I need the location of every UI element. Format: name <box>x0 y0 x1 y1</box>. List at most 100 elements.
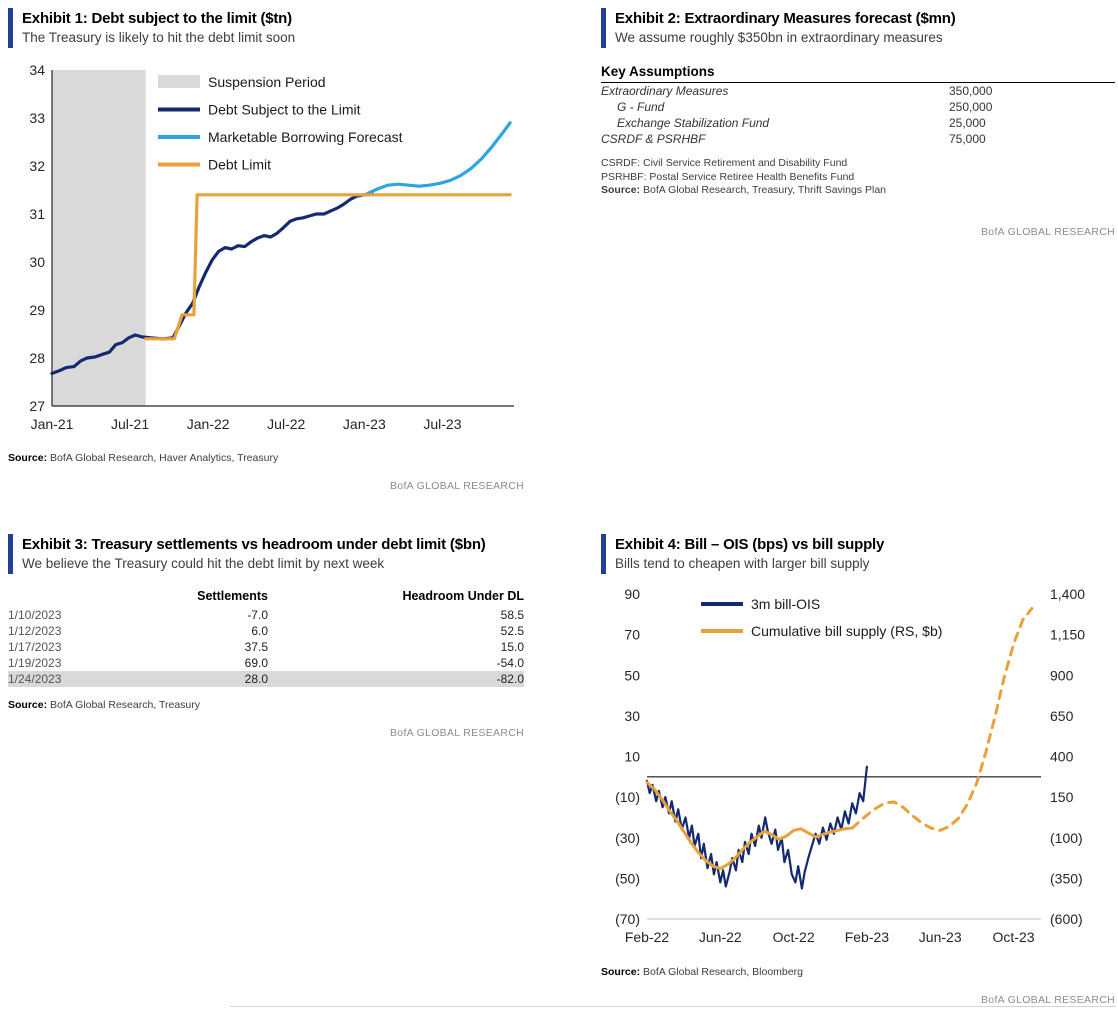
x-axis-tick-label: Feb-23 <box>845 929 890 945</box>
row-label: CSRDF & PSRHBF <box>601 132 706 146</box>
exhibit-2-subtitle: We assume roughly $350bn in extraordinar… <box>615 30 943 45</box>
exhibit-2-source: Source: BofA Global Research, Treasury, … <box>601 184 1115 198</box>
footnote: CSRDF: Civil Service Retirement and Disa… <box>601 157 848 169</box>
table-row: CSRDF & PSRHBF 75,000 <box>601 131 1115 147</box>
exhibit-4-title: Exhibit 4: Bill – OIS (bps) vs bill supp… <box>615 536 885 553</box>
row-value: 350,000 <box>949 84 993 98</box>
y-axis-tick-label: 10 <box>624 749 640 765</box>
exhibit-3-title: Exhibit 3: Treasury settlements vs headr… <box>22 536 486 553</box>
exhibit-1-title: Exhibit 1: Debt subject to the limit ($t… <box>22 10 292 27</box>
settlements-table: Settlements Headroom Under DL 1/10/2023 … <box>8 588 524 687</box>
exhibit-3-subtitle: We believe the Treasury could hit the de… <box>22 556 385 571</box>
row-value: 25,000 <box>949 116 986 130</box>
cell-settlements: 28.0 <box>244 672 268 686</box>
y-axis-right-tick-label: (600) <box>1050 911 1083 927</box>
y-axis-right-tick-label: 150 <box>1050 789 1074 805</box>
cell-settlements: -7.0 <box>247 608 268 622</box>
y-axis-right-tick-label: 1,400 <box>1050 586 1085 602</box>
suspension-period-band <box>52 70 146 406</box>
y-axis-tick-label: 30 <box>624 708 640 724</box>
x-axis-tick-label: Oct-23 <box>993 929 1035 945</box>
cell-settlements: 37.5 <box>244 640 268 654</box>
cell-headroom: -82.0 <box>496 672 524 686</box>
cell-settlements: 69.0 <box>244 656 268 670</box>
y-axis-tick-label: (10) <box>615 789 640 805</box>
x-axis-tick-label: Jan-21 <box>31 416 74 432</box>
x-axis-tick-label: Oct-22 <box>773 929 815 945</box>
series-marketable-borrowing-forecast <box>365 121 512 196</box>
x-axis-tick-label: Jun-23 <box>919 929 962 945</box>
source-label: Source: <box>601 184 641 196</box>
row-label: Extraordinary Measures <box>601 84 729 98</box>
legend-label: Debt Limit <box>208 157 271 173</box>
legend-item: Marketable Borrowing Forecast <box>158 129 403 145</box>
y-axis-right-tick-label: 1,150 <box>1050 627 1085 643</box>
exhibit-3-header: Exhibit 3: Treasury settlements vs headr… <box>8 534 524 574</box>
legend-label: Suspension Period <box>208 74 326 90</box>
source-label: Source: <box>8 699 48 711</box>
row-value: 75,000 <box>949 132 986 146</box>
exhibit-3: Exhibit 3: Treasury settlements vs headr… <box>8 534 524 739</box>
cell-date: 1/24/2023 <box>8 672 62 686</box>
x-axis-tick-label: Jul-22 <box>267 416 305 432</box>
series-cumulative-bill-supply-forecast <box>850 607 1034 832</box>
table-row: G - Fund 250,000 <box>601 99 1115 115</box>
legend-item: Debt Limit <box>158 157 271 173</box>
series-cumulative-bill-supply <box>645 781 854 871</box>
y-axis-tick-label: 50 <box>624 667 640 683</box>
col-settlements: Settlements <box>197 589 268 603</box>
source-label: Source: <box>8 452 48 464</box>
source-text: BofA Global Research, Treasury <box>50 699 201 711</box>
exhibit-1-subtitle: The Treasury is likely to hit the debt l… <box>22 30 296 45</box>
x-axis-tick-label: Jul-21 <box>111 416 149 432</box>
page-divider <box>230 1006 1116 1007</box>
legend-item: Cumulative bill supply (RS, $b) <box>701 623 942 639</box>
cell-headroom: -54.0 <box>496 656 524 670</box>
y-axis-right-tick-label: 400 <box>1050 749 1074 765</box>
legend-item: Debt Subject to the Limit <box>158 102 361 118</box>
exhibit-1: Exhibit 1: Debt subject to the limit ($t… <box>8 8 524 492</box>
legend-band-swatch <box>158 75 200 88</box>
y-axis-tick-label: 70 <box>624 627 640 643</box>
x-axis-tick-label: Jan-22 <box>187 416 230 432</box>
exhibit-4-header: Exhibit 4: Bill – OIS (bps) vs bill supp… <box>601 534 1115 574</box>
source-text: BofA Global Research, Haver Analytics, T… <box>50 452 279 464</box>
table-row: 1/24/2023 28.0 -82.0 <box>8 671 524 687</box>
legend-item: Suspension Period <box>158 74 326 90</box>
exhibit-2-title: Exhibit 2: Extraordinary Measures foreca… <box>615 10 956 27</box>
table-row: Exchange Stabilization Fund 25,000 <box>601 115 1115 131</box>
table-row: 1/12/2023 6.0 52.5 <box>8 623 524 639</box>
exhibit-1-header: Exhibit 1: Debt subject to the limit ($t… <box>8 8 524 48</box>
source-label: Source: <box>601 966 641 978</box>
y-axis-tick-label: 30 <box>29 254 45 270</box>
legend-label: Debt Subject to the Limit <box>208 102 361 118</box>
y-axis-right-tick-label: (100) <box>1050 830 1083 846</box>
exhibit-2-header: Exhibit 2: Extraordinary Measures foreca… <box>601 8 1115 48</box>
x-axis-tick-label: Feb-22 <box>625 929 670 945</box>
y-axis-right-tick-label: 900 <box>1050 667 1074 683</box>
row-label: Exchange Stabilization Fund <box>617 116 770 130</box>
y-axis-tick-label: 27 <box>29 398 45 414</box>
y-axis-right-tick-label: 650 <box>1050 708 1074 724</box>
y-axis-tick-label: 28 <box>29 350 45 366</box>
table-row: 1/19/2023 69.0 -54.0 <box>8 655 524 671</box>
table-row: 1/10/2023 -7.0 58.5 <box>8 607 524 623</box>
y-axis-tick-label: (70) <box>615 911 640 927</box>
source-text: BofA Global Research, Treasury, Thrift S… <box>643 184 886 196</box>
exhibit-2-footnotes: CSRDF: Civil Service Retirement and Disa… <box>601 157 1115 198</box>
exhibit-3-source: Source: BofA Global Research, Treasury <box>8 699 524 711</box>
y-axis-tick-label: 34 <box>29 62 45 78</box>
key-assumptions-table: Key Assumptions Extraordinary Measures 3… <box>601 64 1115 147</box>
table-header: Key Assumptions <box>601 64 1115 83</box>
y-axis-tick-label: 32 <box>29 158 45 174</box>
exhibit-4: Exhibit 4: Bill – OIS (bps) vs bill supp… <box>601 534 1115 1006</box>
bofa-brand-tag: BofA GLOBAL RESEARCH <box>981 225 1115 238</box>
col-headroom: Headroom Under DL <box>402 589 524 603</box>
cell-date: 1/19/2023 <box>8 656 62 670</box>
bofa-brand-tag: BofA GLOBAL RESEARCH <box>390 480 524 492</box>
bill-ois-chart: 90 70 50 30 10 (10) (30) (50) (70) 1,400 1,150 900 6… <box>615 586 1085 945</box>
exhibit-2: Exhibit 2: Extraordinary Measures foreca… <box>601 8 1115 238</box>
y-axis-tick-label: (50) <box>615 870 640 886</box>
cell-date: 1/12/2023 <box>8 624 62 638</box>
y-axis-tick-label: (30) <box>615 830 640 846</box>
